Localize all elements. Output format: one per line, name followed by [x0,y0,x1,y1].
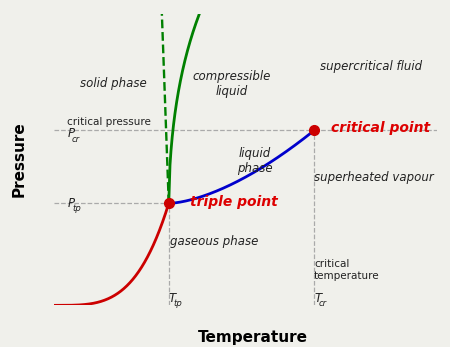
Text: critical pressure: critical pressure [68,117,151,127]
Text: P: P [68,197,75,210]
Text: tp: tp [72,204,81,213]
Text: critical
temperature: critical temperature [314,259,380,281]
Text: superheated vapour: superheated vapour [314,171,433,184]
Text: T: T [169,291,176,305]
Text: tp: tp [173,299,182,308]
Text: Pressure: Pressure [12,122,27,197]
Text: compressible
liquid: compressible liquid [193,70,271,98]
Text: cr: cr [72,135,80,144]
Text: cr: cr [319,299,327,308]
Text: liquid
phase: liquid phase [237,147,273,175]
Text: triple point: triple point [190,195,278,209]
Text: P: P [68,127,75,141]
Text: critical point: critical point [331,120,431,135]
Text: gaseous phase: gaseous phase [171,235,259,248]
Text: solid phase: solid phase [80,77,147,90]
Text: T: T [314,291,321,305]
Text: supercritical fluid: supercritical fluid [320,60,423,73]
Text: Temperature: Temperature [198,330,308,345]
